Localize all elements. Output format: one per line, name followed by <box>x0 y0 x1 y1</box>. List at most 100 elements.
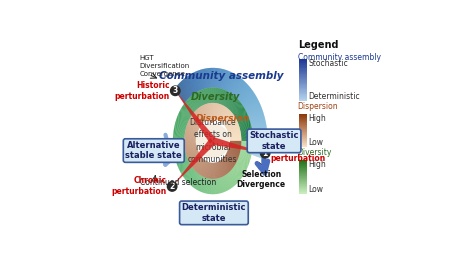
Polygon shape <box>204 162 208 177</box>
Polygon shape <box>253 138 268 139</box>
Polygon shape <box>177 158 188 166</box>
Polygon shape <box>251 117 265 124</box>
Polygon shape <box>184 140 196 141</box>
Polygon shape <box>229 145 241 148</box>
Polygon shape <box>241 146 253 148</box>
Polygon shape <box>200 160 206 175</box>
Polygon shape <box>248 108 262 117</box>
Polygon shape <box>217 104 220 120</box>
Polygon shape <box>250 115 264 122</box>
Polygon shape <box>232 77 240 95</box>
Polygon shape <box>186 127 198 133</box>
Polygon shape <box>222 158 230 172</box>
Polygon shape <box>241 130 252 134</box>
Polygon shape <box>219 161 224 176</box>
Bar <box>299 184 307 185</box>
Polygon shape <box>177 117 187 125</box>
Polygon shape <box>199 70 203 89</box>
Polygon shape <box>182 105 191 116</box>
Polygon shape <box>216 104 219 119</box>
Polygon shape <box>242 91 253 105</box>
Polygon shape <box>251 118 265 125</box>
Polygon shape <box>186 128 197 134</box>
Bar <box>299 63 307 64</box>
Polygon shape <box>185 146 197 151</box>
Polygon shape <box>220 107 226 122</box>
Polygon shape <box>227 121 237 130</box>
Text: Low: Low <box>309 138 324 147</box>
Polygon shape <box>219 89 222 104</box>
Polygon shape <box>228 150 239 158</box>
Polygon shape <box>230 170 238 183</box>
Polygon shape <box>224 71 228 90</box>
Bar <box>299 139 307 140</box>
Polygon shape <box>205 88 208 104</box>
Bar <box>299 62 307 63</box>
Polygon shape <box>212 179 213 194</box>
Polygon shape <box>209 103 210 119</box>
Polygon shape <box>228 123 238 131</box>
Polygon shape <box>231 100 239 112</box>
Polygon shape <box>184 138 196 140</box>
Polygon shape <box>227 151 238 159</box>
Polygon shape <box>221 160 227 174</box>
Polygon shape <box>195 71 201 90</box>
Polygon shape <box>227 153 237 162</box>
Polygon shape <box>179 111 189 120</box>
Polygon shape <box>187 76 194 94</box>
Polygon shape <box>175 88 185 103</box>
Polygon shape <box>186 148 197 154</box>
Polygon shape <box>203 89 207 104</box>
Polygon shape <box>173 142 184 144</box>
Polygon shape <box>242 92 254 105</box>
Bar <box>299 183 307 184</box>
Polygon shape <box>173 146 185 148</box>
Polygon shape <box>192 95 199 108</box>
Polygon shape <box>229 135 241 138</box>
Bar <box>299 136 307 137</box>
Polygon shape <box>209 103 211 119</box>
Polygon shape <box>179 112 189 121</box>
Polygon shape <box>184 78 192 95</box>
Polygon shape <box>219 178 222 193</box>
Polygon shape <box>241 89 252 104</box>
Polygon shape <box>236 81 245 97</box>
Polygon shape <box>182 165 191 175</box>
Polygon shape <box>253 132 267 135</box>
Polygon shape <box>251 118 265 124</box>
Bar <box>299 122 307 123</box>
Polygon shape <box>229 132 241 136</box>
Polygon shape <box>240 153 251 158</box>
Polygon shape <box>178 84 188 100</box>
Polygon shape <box>214 68 215 88</box>
Polygon shape <box>249 110 263 119</box>
Polygon shape <box>209 88 210 103</box>
Polygon shape <box>209 68 210 88</box>
Polygon shape <box>185 102 193 114</box>
Bar <box>299 131 307 132</box>
Polygon shape <box>228 147 240 153</box>
Polygon shape <box>201 106 206 121</box>
Polygon shape <box>252 122 266 128</box>
Polygon shape <box>188 121 199 130</box>
Polygon shape <box>224 175 230 190</box>
Polygon shape <box>239 156 250 163</box>
Bar <box>299 75 307 76</box>
Polygon shape <box>228 173 234 187</box>
Polygon shape <box>241 148 252 152</box>
Polygon shape <box>176 86 186 102</box>
Polygon shape <box>220 177 223 193</box>
Polygon shape <box>211 163 212 179</box>
Polygon shape <box>229 74 236 93</box>
Polygon shape <box>193 113 201 125</box>
Polygon shape <box>211 103 212 119</box>
Polygon shape <box>223 176 228 191</box>
Polygon shape <box>231 101 240 113</box>
Polygon shape <box>253 142 268 143</box>
Bar <box>299 72 307 73</box>
Polygon shape <box>208 68 210 88</box>
Polygon shape <box>173 133 185 136</box>
Polygon shape <box>222 90 227 105</box>
Polygon shape <box>198 108 205 122</box>
Polygon shape <box>173 140 184 141</box>
